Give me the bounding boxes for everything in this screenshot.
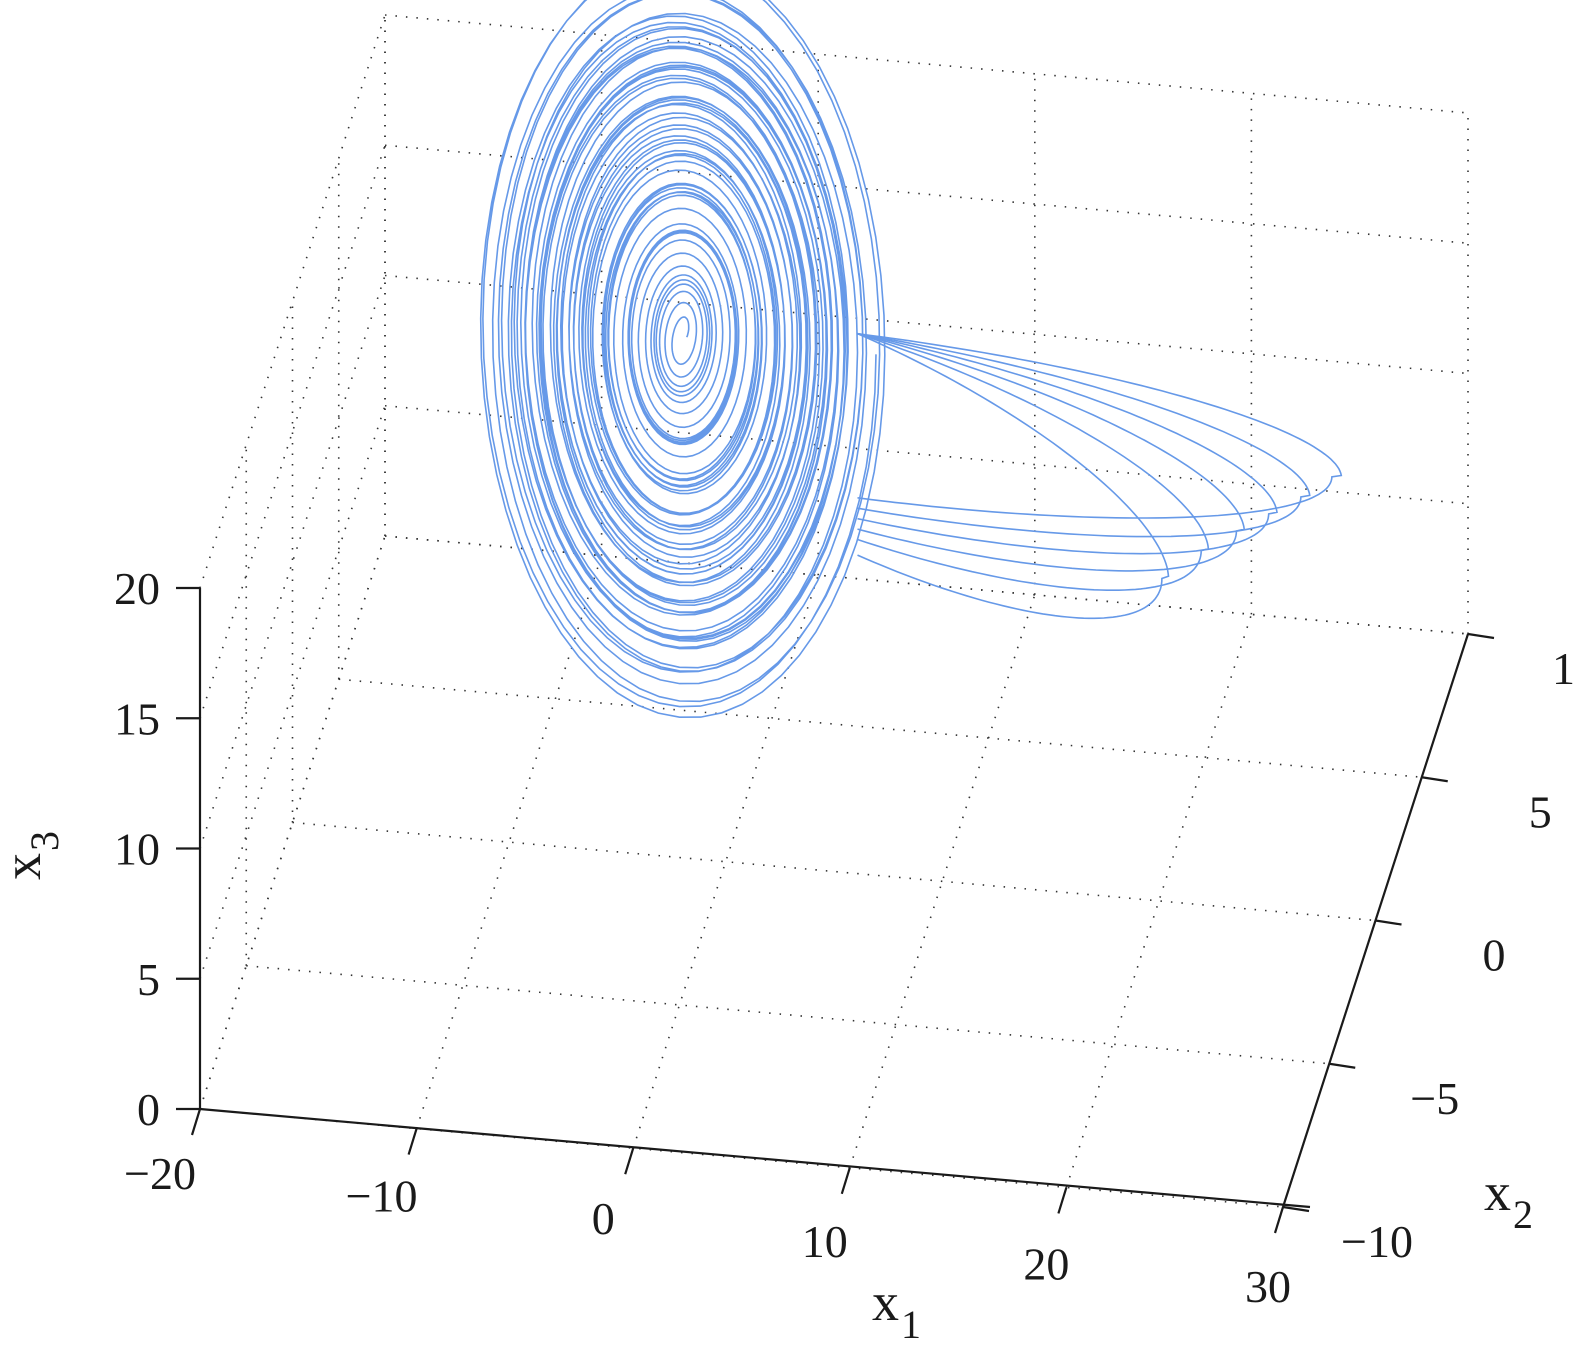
- trajectory-ejection-loop: [857, 332, 1246, 572]
- grid-lines: [199, 14, 1469, 1208]
- x1-tick-mark: [624, 1147, 635, 1175]
- trajectory-spiral-line: [479, 0, 886, 719]
- x1-tick-label: 10: [802, 1216, 848, 1267]
- x1-tick-label: 30: [1245, 1261, 1291, 1312]
- x3-axis-label: x3: [0, 831, 67, 880]
- axis-labels: x1 x2 x3: [0, 831, 1533, 1347]
- x1-tick-mark: [407, 1128, 418, 1155]
- x2-tick-mark: [1329, 1062, 1356, 1069]
- x1-axis-label: x1: [872, 1272, 921, 1347]
- x2-tick-label: 0: [1483, 930, 1506, 981]
- trajectory-series: [479, 0, 1343, 719]
- trajectory-ejection-loop: [857, 332, 1311, 538]
- x2-tick-label: −5: [1410, 1073, 1459, 1124]
- x2-tick-label: −10: [1341, 1216, 1413, 1267]
- x2-axis-label: x2: [1484, 1162, 1533, 1237]
- x1-tick-label: 20: [1023, 1238, 1069, 1289]
- trajectory-ejection-loop: [857, 332, 1170, 620]
- trajectory-ejection-loop: [857, 332, 1343, 519]
- x1-tick-label: 0: [592, 1193, 615, 1244]
- x1-tick-mark: [1057, 1187, 1068, 1214]
- x1-tick-mark: [1273, 1206, 1285, 1234]
- x2-tick-label: 5: [1529, 786, 1552, 837]
- x2-tick-mark: [1375, 919, 1402, 926]
- grid-line-x3-left-wall: [199, 275, 386, 849]
- grid-line-x2-floor: [338, 678, 1422, 779]
- x3-tick-label: 20: [114, 563, 160, 614]
- grid-line-x2-floor: [292, 821, 1376, 922]
- grid-line-x1-floor: [1065, 614, 1253, 1188]
- x3-tick-label: 5: [137, 954, 160, 1005]
- grid-line-x3-left-wall: [199, 405, 386, 979]
- x1-tick-label: −20: [124, 1148, 196, 1199]
- x1-tick-mark: [190, 1108, 202, 1136]
- x3-tick-label: 0: [137, 1084, 160, 1135]
- x2-tick-mark: [1421, 776, 1448, 783]
- x1-tick-mark: [840, 1167, 851, 1195]
- x3-tick-label: 10: [114, 824, 160, 875]
- x3-tick-label: 15: [114, 693, 160, 744]
- x2-tick-mark: [1282, 1205, 1310, 1213]
- tick-marks: 0 5 10 15 20 −20 −10 0 10 20 30 −10 −5 0 5 10: [114, 563, 1575, 1312]
- axes: [198, 588, 1470, 1209]
- x1-tick-label: −10: [346, 1171, 418, 1222]
- trajectory-ejection-loop: [857, 332, 1278, 555]
- x1-axis-line: [199, 1107, 1311, 1209]
- grid-line-x3-left-wall: [199, 14, 386, 589]
- x2-tick-label: 10: [1552, 643, 1575, 694]
- x2-tick-mark: [1467, 632, 1495, 640]
- trajectory-ejection-loop: [857, 332, 1210, 591]
- grid-line-x2-floor: [246, 964, 1330, 1065]
